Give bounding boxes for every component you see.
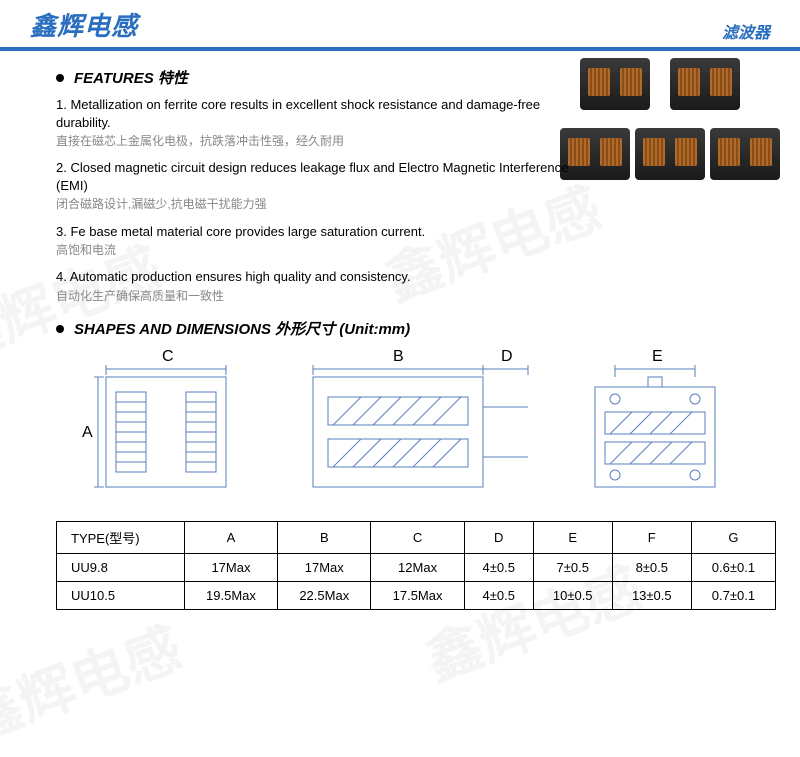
col-header: F bbox=[612, 522, 691, 554]
cell: 0.6±0.1 bbox=[691, 554, 775, 582]
bullet-icon bbox=[56, 74, 64, 82]
cell: 17Max bbox=[278, 554, 371, 582]
cell: 4±0.5 bbox=[464, 582, 533, 610]
cell: 0.7±0.1 bbox=[691, 582, 775, 610]
table-row: UU9.8 17Max 17Max 12Max 4±0.5 7±0.5 8±0.… bbox=[57, 554, 776, 582]
cell: 19.5Max bbox=[184, 582, 277, 610]
feature-cn: 闭合磁路设计,漏磁少,抗电磁干扰能力强 bbox=[56, 196, 576, 212]
diagram-side-view: C A bbox=[76, 347, 256, 507]
table-row: UU10.5 19.5Max 22.5Max 17.5Max 4±0.5 10±… bbox=[57, 582, 776, 610]
feature-cn: 高饱和电流 bbox=[56, 242, 576, 258]
cell: 10±0.5 bbox=[533, 582, 612, 610]
watermark: 鑫辉电感 bbox=[0, 604, 191, 757]
dim-label-a: A bbox=[82, 424, 93, 441]
col-header: G bbox=[691, 522, 775, 554]
dimensions-table: TYPE(型号) A B C D E F G UU9.8 17Max 17Max… bbox=[56, 521, 776, 610]
features-title: FEATURES 特性 bbox=[74, 67, 188, 88]
dimension-diagrams: C A B D bbox=[56, 347, 760, 507]
feature-en: 1. Metallization on ferrite core results… bbox=[56, 96, 576, 131]
feature-item: 1. Metallization on ferrite core results… bbox=[56, 96, 576, 149]
feature-item: 3. Fe base metal material core provides … bbox=[56, 223, 576, 259]
dimensions-heading: SHAPES AND DIMENSIONS 外形尺寸 (Unit:mm) bbox=[56, 318, 760, 339]
feature-en: 3. Fe base metal material core provides … bbox=[56, 223, 576, 241]
cell: 17Max bbox=[184, 554, 277, 582]
dim-label-e: E bbox=[652, 348, 663, 365]
cell: 4±0.5 bbox=[464, 554, 533, 582]
feature-cn: 自动化生产确保高质量和一致性 bbox=[56, 288, 576, 304]
cell: 13±0.5 bbox=[612, 582, 691, 610]
col-header: A bbox=[184, 522, 277, 554]
diagram-front-view: B D bbox=[283, 347, 543, 507]
features-heading: FEATURES 特性 bbox=[56, 67, 760, 88]
page-header: 鑫辉电感 滤波器 bbox=[0, 0, 800, 51]
feature-cn: 直接在磁芯上金属化电极，抗跌落冲击性强，经久耐用 bbox=[56, 133, 576, 149]
cell: 22.5Max bbox=[278, 582, 371, 610]
col-header: B bbox=[278, 522, 371, 554]
dim-label-b: B bbox=[393, 348, 404, 365]
dimensions-title: SHAPES AND DIMENSIONS 外形尺寸 (Unit:mm) bbox=[74, 318, 410, 339]
dim-label-c: C bbox=[162, 348, 174, 365]
cell-type: UU9.8 bbox=[57, 554, 185, 582]
brand-title: 鑫辉电感 bbox=[30, 6, 138, 43]
col-header: TYPE(型号) bbox=[57, 522, 185, 554]
feature-item: 2. Closed magnetic circuit design reduce… bbox=[56, 159, 576, 212]
cell: 7±0.5 bbox=[533, 554, 612, 582]
table-header-row: TYPE(型号) A B C D E F G bbox=[57, 522, 776, 554]
cell-type: UU10.5 bbox=[57, 582, 185, 610]
col-header: C bbox=[371, 522, 464, 554]
dim-label-d: D bbox=[501, 348, 513, 365]
feature-item: 4. Automatic production ensures high qua… bbox=[56, 268, 576, 304]
cell: 12Max bbox=[371, 554, 464, 582]
cell: 8±0.5 bbox=[612, 554, 691, 582]
col-header: D bbox=[464, 522, 533, 554]
feature-en: 4. Automatic production ensures high qua… bbox=[56, 268, 576, 286]
bullet-icon bbox=[56, 325, 64, 333]
category-label: 滤波器 bbox=[722, 19, 770, 43]
cell: 17.5Max bbox=[371, 582, 464, 610]
feature-en: 2. Closed magnetic circuit design reduce… bbox=[56, 159, 576, 194]
col-header: E bbox=[533, 522, 612, 554]
diagram-top-view: E bbox=[570, 347, 740, 507]
